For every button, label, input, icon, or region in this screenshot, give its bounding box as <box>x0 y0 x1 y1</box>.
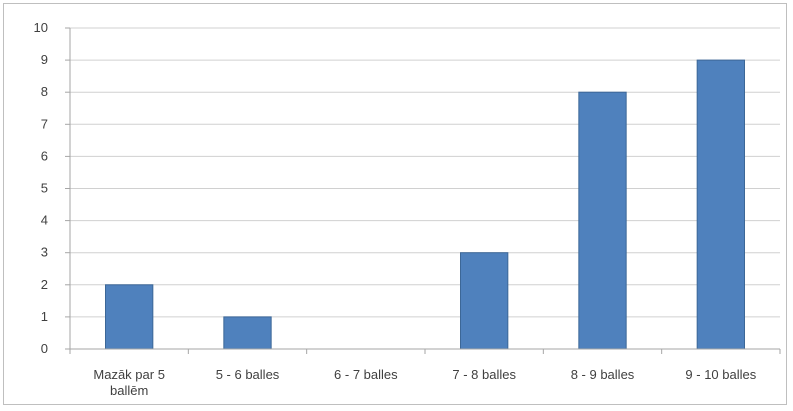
x-axis <box>69 348 781 354</box>
bar-0 <box>105 284 154 350</box>
y-tick-label-6: 6 <box>41 148 48 163</box>
x-category-label-2: 6 - 7 balles <box>334 367 398 382</box>
grid-lines <box>70 27 780 318</box>
y-tick-label-9: 9 <box>41 52 48 67</box>
x-category-label-0: Mazāk par 5 ballēm <box>93 367 165 398</box>
bar-4 <box>578 91 627 350</box>
x-category-label-4: 8 - 9 balles <box>571 367 635 382</box>
y-tick-label-4: 4 <box>41 213 48 228</box>
bar-3 <box>460 252 509 350</box>
bar-5 <box>696 59 746 350</box>
y-tick-label-7: 7 <box>41 116 48 131</box>
y-tick-label-3: 3 <box>41 245 48 260</box>
y-axis-ticks: 0 1 2 3 4 5 6 7 8 9 10 <box>34 20 71 356</box>
y-tick-label-1: 1 <box>41 309 48 324</box>
bar-1 <box>223 316 272 350</box>
y-tick-label-10: 10 <box>34 20 48 35</box>
y-tick-label-8: 8 <box>41 84 48 99</box>
bar-series <box>105 59 746 350</box>
x-axis-labels: Mazāk par 5 ballēm 5 - 6 balles 6 - 7 balle… <box>93 367 756 398</box>
y-tick-label-2: 2 <box>41 277 48 292</box>
y-tick-label-0: 0 <box>41 341 48 356</box>
x-category-label-1: 5 - 6 balles <box>216 367 280 382</box>
x-category-label-3: 7 - 8 balles <box>452 367 516 382</box>
y-tick-label-5: 5 <box>41 181 48 196</box>
x-category-label-5: 9 - 10 balles <box>685 367 756 382</box>
